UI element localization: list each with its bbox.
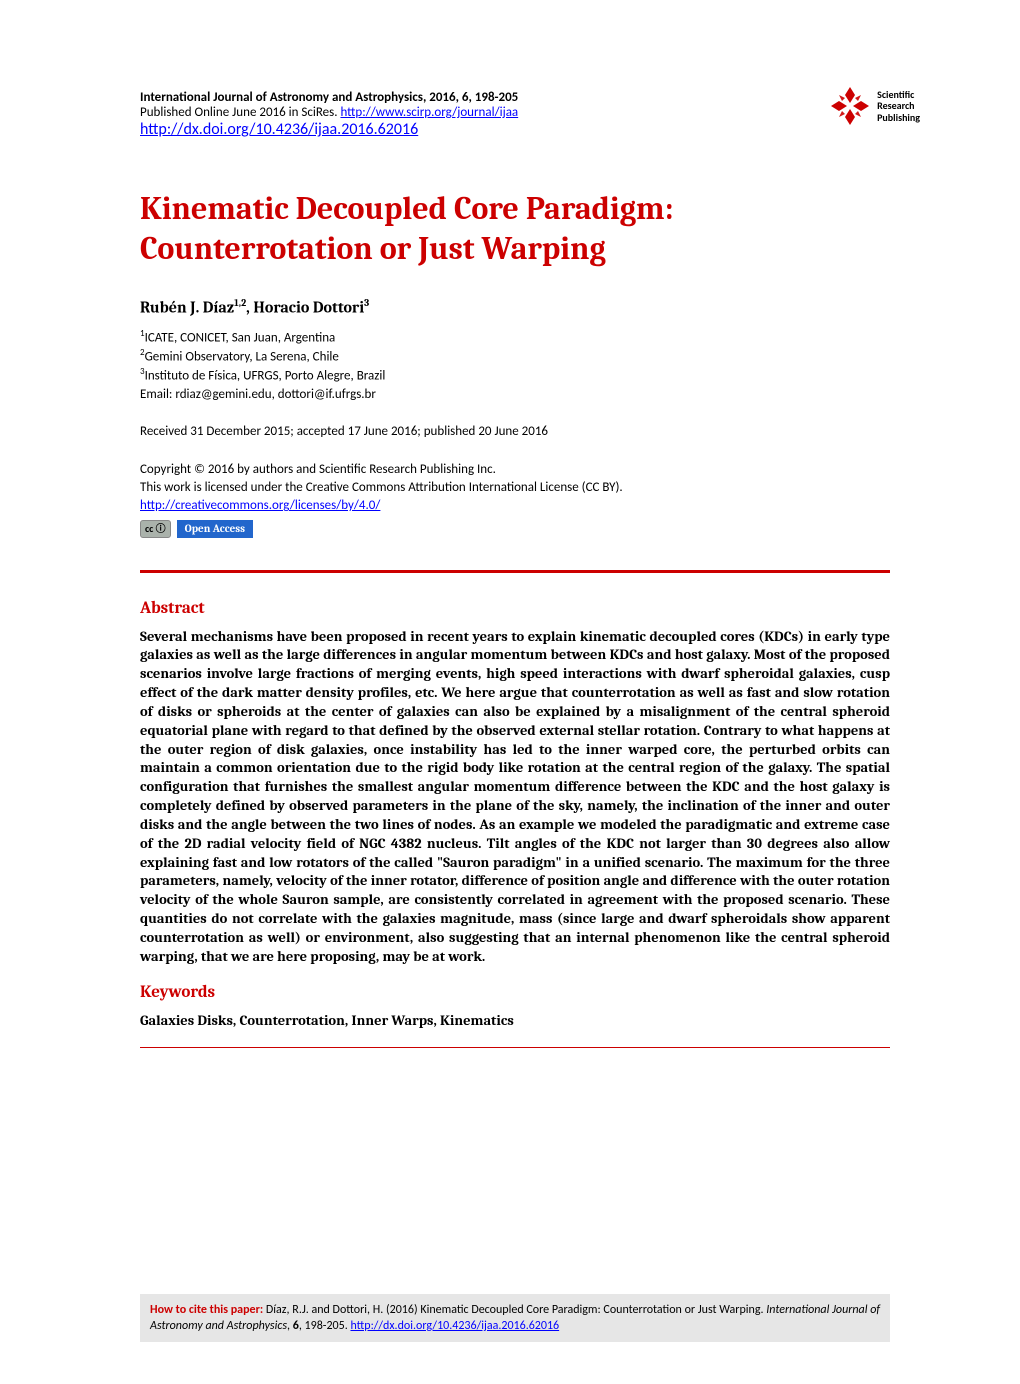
email-line: Email: rdiaz@gemini.edu, dottori@if.ufrg…	[140, 387, 890, 402]
logo-line3: Publishing	[877, 112, 920, 124]
license-badges: cc ⓘ Open Access	[140, 520, 890, 538]
journal-line: International Journal of Astronomy and A…	[140, 90, 890, 105]
journal-url-link[interactable]: http://www.scirp.org/journal/ijaa	[340, 105, 518, 120]
cite-label: How to cite this paper:	[150, 1303, 263, 1317]
copyright-line1: Copyright © 2016 by authors and Scientif…	[140, 461, 890, 479]
author-1-sup: 1,2	[234, 297, 246, 309]
affil-1-text: ICATE, CONICET, San Juan, Argentina	[145, 331, 336, 346]
cite-doi-link[interactable]: http://dx.doi.org/10.4236/ijaa.2016.6201…	[350, 1319, 559, 1333]
author-2-sup: 3	[364, 297, 369, 309]
affil-2-text: Gemini Observatory, La Serena, Chile	[145, 350, 339, 365]
affiliation-2: 2Gemini Observatory, La Serena, Chile	[140, 347, 890, 366]
paper-title: Kinematic Decoupled Core Paradigm: Count…	[140, 189, 890, 269]
abstract-heading: Abstract	[140, 599, 890, 618]
author-1: Rubén J. Díaz	[140, 298, 234, 316]
publisher-logo-text: Scientific Research Publishing	[877, 89, 920, 124]
cite-text-1: Díaz, R.J. and Dottori, H. (2016) Kinema…	[263, 1303, 766, 1317]
open-access-badge: Open Access	[177, 520, 253, 538]
cc-license-link[interactable]: http://creativecommons.org/licenses/by/4…	[140, 498, 380, 513]
doi-link[interactable]: http://dx.doi.org/10.4236/ijaa.2016.6201…	[140, 120, 418, 139]
copyright-line2: This work is licensed under the Creative…	[140, 479, 890, 497]
cc-badge-icon: cc ⓘ	[140, 520, 171, 538]
doi-line: http://dx.doi.org/10.4236/ijaa.2016.6201…	[140, 120, 890, 139]
diamond-logo-icon	[829, 85, 871, 127]
citation-box: How to cite this paper: Díaz, R.J. and D…	[140, 1294, 890, 1342]
affiliation-3: 3Instituto de Física, UFRGS, Porto Alegr…	[140, 366, 890, 385]
keywords-body: Galaxies Disks, Counterrotation, Inner W…	[140, 1012, 890, 1029]
affiliation-1: 1ICATE, CONICET, San Juan, Argentina	[140, 328, 890, 347]
divider-top	[140, 570, 890, 573]
affil-3-text: Instituto de Física, UFRGS, Porto Alegre…	[145, 368, 386, 383]
keywords-heading: Keywords	[140, 983, 890, 1002]
pub-prefix: Published Online June 2016 in SciRes.	[140, 105, 340, 120]
cite-pages: , 198-205.	[299, 1319, 351, 1333]
abstract-body: Several mechanisms have been proposed in…	[140, 628, 890, 967]
header-block: International Journal of Astronomy and A…	[140, 90, 890, 139]
authors-line: Rubén J. Díaz1,2, Horacio Dottori3	[140, 297, 890, 316]
copyright-block: Copyright © 2016 by authors and Scientif…	[140, 461, 890, 538]
publication-line: Published Online June 2016 in SciRes. ht…	[140, 105, 890, 120]
affiliations: 1ICATE, CONICET, San Juan, Argentina 2Ge…	[140, 328, 890, 402]
divider-bottom	[140, 1047, 890, 1048]
author-2: , Horacio Dottori	[246, 298, 364, 316]
dates-line: Received 31 December 2015; accepted 17 J…	[140, 424, 890, 439]
publisher-logo: Scientific Research Publishing	[829, 85, 920, 127]
